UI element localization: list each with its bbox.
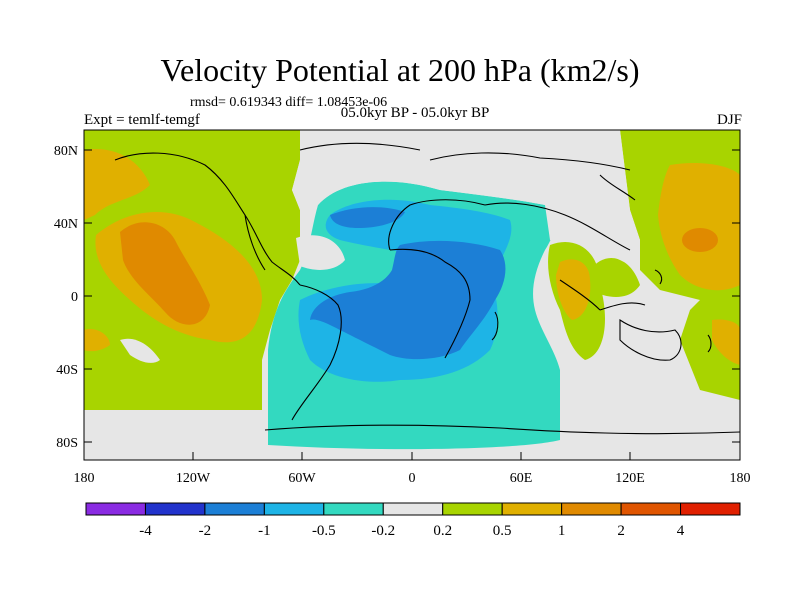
colorbar-swatch	[204, 502, 265, 516]
colorbar-swatch	[382, 502, 444, 516]
chart-title: Velocity Potential at 200 hPa (km2/s)	[160, 52, 640, 88]
colorbar-label: 0.5	[493, 523, 512, 539]
lat-label: 80N	[54, 144, 78, 159]
maritime-positive-region-2	[590, 258, 640, 297]
stats-text: rmsd= 0.619343 diff= 1.08453e-06	[190, 95, 388, 110]
east-pacific-core	[120, 222, 210, 325]
colorbar-label: -1	[258, 523, 271, 539]
longitude-labels: 180 120W 60W 0 60E 120E 180	[74, 471, 751, 486]
eurasia-neutral-region	[292, 130, 640, 270]
colorbar-label: 0.2	[433, 523, 452, 539]
colorbar-swatch	[144, 502, 206, 516]
colorbar-label: 1	[558, 523, 566, 539]
colorbar-label: -0.2	[371, 523, 395, 539]
colorbar-swatch	[263, 502, 325, 516]
colorbar-label: 2	[617, 523, 625, 539]
lon-label: 60W	[288, 471, 316, 486]
caribbean-neutral-patch	[296, 235, 345, 270]
season-label: DJF	[716, 112, 742, 128]
latitude-labels: 80N 40N 0 40S 80S	[54, 144, 78, 451]
colorbar-swatch	[442, 502, 503, 516]
experiment-label: Expt = temlf-temgf	[84, 112, 200, 128]
lat-label: 40N	[54, 217, 78, 232]
colorbar-swatch	[561, 502, 622, 516]
colorbar	[85, 502, 741, 516]
lon-label: 180	[730, 471, 751, 486]
latitude-tick-marks	[84, 149, 740, 443]
indonesia-orange-region	[556, 259, 591, 320]
lat-label: 80S	[56, 436, 78, 451]
colorbar-label: -0.5	[312, 523, 336, 539]
colorbar-labels: -4 -2 -1 -0.5 -0.2 0.2 0.5 1 2 4	[139, 523, 685, 539]
west-pacific-core	[682, 228, 718, 252]
colorbar-label: -4	[139, 523, 152, 539]
colorbar-swatch	[323, 502, 384, 516]
lat-label: 40S	[56, 363, 78, 378]
lon-label: 120E	[615, 471, 645, 486]
lon-label: 60E	[510, 471, 533, 486]
west-pacific-orange-region	[658, 163, 740, 291]
north-atlantic-blue-core	[330, 207, 405, 228]
lon-label: 120W	[176, 471, 211, 486]
south-pacific-neutral-patch	[120, 338, 160, 363]
lon-label: 0	[409, 471, 416, 486]
lat-label: 0	[71, 290, 78, 305]
south-pacific-orange-region	[84, 329, 110, 352]
colorbar-label: 4	[677, 523, 685, 539]
africa-blue-core	[310, 240, 506, 360]
sw-pacific-orange-region	[712, 319, 740, 365]
contour-fill-layer	[84, 130, 740, 460]
coastlines	[114, 142, 740, 435]
colorbar-swatch	[680, 502, 741, 516]
longitude-tick-marks	[83, 452, 741, 460]
colorbar-swatch	[501, 502, 563, 516]
colorbar-swatch	[85, 502, 146, 516]
lon-label: 180	[74, 471, 95, 486]
period-label: 05.0kyr BP - 05.0kyr BP	[340, 105, 490, 121]
colorbar-label: -2	[199, 523, 212, 539]
colorbar-swatch	[620, 502, 682, 516]
north-pacific-orange-region	[84, 149, 150, 220]
